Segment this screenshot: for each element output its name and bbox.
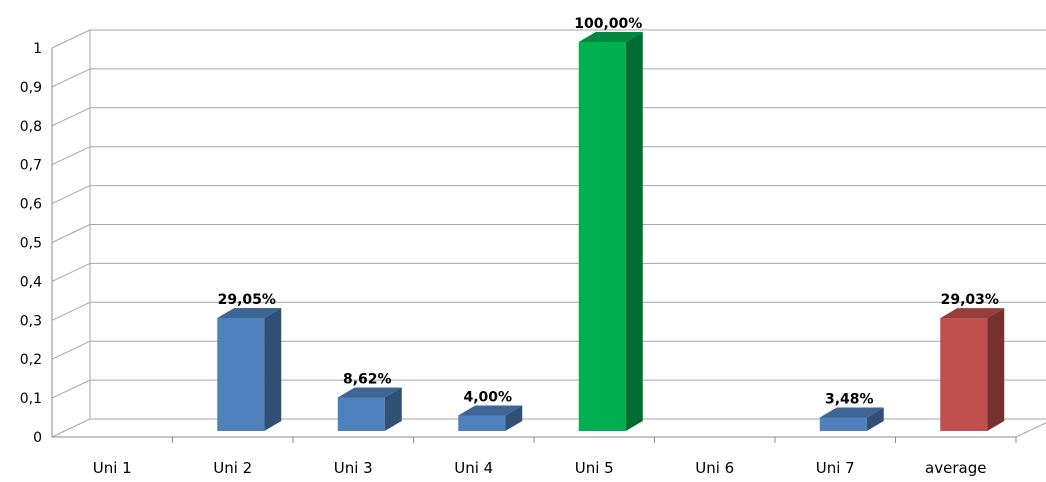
x-category-label: Uni 3 (334, 459, 373, 477)
bar (217, 317, 265, 431)
y-tick-label: 0,4 (20, 274, 42, 290)
bar-side (987, 308, 1005, 431)
y-tick-label: 0,5 (20, 236, 42, 252)
bar-side (505, 405, 523, 431)
gridline-side (51, 340, 91, 360)
floor-right-edge (1015, 422, 1046, 438)
y-tick-label: 0,3 (20, 313, 42, 329)
bar-side (384, 387, 402, 431)
data-label: 100,00% (574, 16, 642, 32)
x-category-label: Uni 5 (575, 459, 614, 477)
bar-side (625, 32, 643, 431)
y-tick-label: 0,2 (20, 352, 42, 368)
floor-left-edge (51, 418, 91, 438)
bar-top (458, 405, 523, 416)
gridline-side (51, 68, 91, 88)
data-label: 29,05% (218, 292, 276, 308)
bar-top (578, 32, 643, 42)
bar-top (819, 407, 884, 418)
bar-side (264, 307, 282, 431)
x-category-label: average (925, 459, 986, 477)
gridline-side (51, 146, 91, 166)
gridline-side (51, 107, 91, 127)
y-tick-label: 0,1 (20, 391, 42, 407)
bar-top (940, 308, 1005, 319)
y-tick-label: 0,8 (20, 119, 42, 135)
bar (578, 42, 626, 431)
y-tick-label: 1 (33, 41, 42, 57)
gridline-side (51, 301, 91, 321)
bar (819, 417, 867, 431)
bar (337, 397, 385, 431)
x-category-label: Uni 6 (695, 459, 734, 477)
gridline-side (51, 262, 91, 282)
bar-side (866, 407, 884, 431)
bar (458, 415, 506, 431)
data-label: 4,00% (463, 389, 512, 405)
y-tick-label: 0,9 (20, 80, 42, 96)
y-tick-label: 0,6 (20, 197, 42, 213)
data-label: 3,48% (825, 391, 874, 407)
gridline-side (51, 29, 91, 49)
bar (940, 318, 988, 431)
gridline-side (51, 379, 91, 399)
x-category-label: Uni 4 (454, 459, 493, 477)
bar-top (217, 307, 282, 318)
x-category-label: Uni 1 (93, 459, 132, 477)
gridline-side (51, 185, 91, 205)
bar-top (337, 387, 402, 398)
gridline-side (51, 224, 91, 243)
x-category-label: Uni 7 (816, 459, 855, 477)
data-label: 29,03% (941, 292, 999, 308)
data-label: 8,62% (343, 371, 392, 387)
y-tick-label: 0,7 (20, 158, 42, 174)
y-tick-label: 0 (33, 430, 42, 446)
x-category-label: Uni 2 (213, 459, 252, 477)
